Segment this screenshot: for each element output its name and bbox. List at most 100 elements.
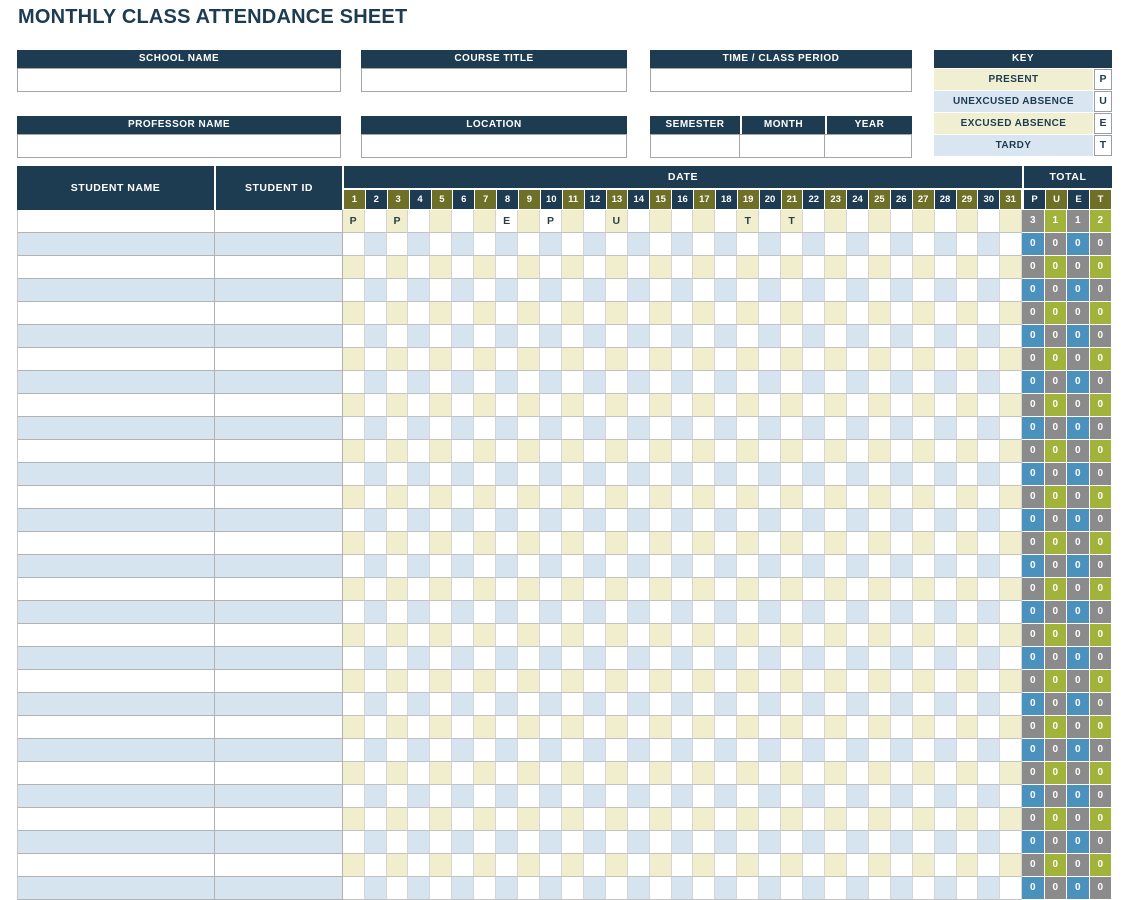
date-cell[interactable] — [956, 348, 979, 371]
date-cell[interactable] — [561, 739, 584, 762]
date-cell[interactable] — [912, 210, 935, 233]
date-cell[interactable] — [868, 785, 891, 808]
date-cell[interactable] — [364, 808, 387, 831]
date-cell[interactable] — [803, 256, 825, 279]
date-cell[interactable] — [627, 509, 650, 532]
date-cell[interactable] — [759, 624, 782, 647]
date-cell[interactable] — [342, 739, 365, 762]
date-cell[interactable] — [342, 371, 365, 394]
date-cell[interactable] — [1000, 578, 1023, 601]
date-cell[interactable] — [518, 578, 541, 601]
date-cell[interactable] — [715, 739, 738, 762]
date-cell[interactable]: P — [342, 210, 365, 233]
date-cell[interactable] — [342, 785, 365, 808]
date-cell[interactable] — [627, 762, 650, 785]
date-cell[interactable] — [671, 463, 694, 486]
date-cell[interactable] — [342, 325, 365, 348]
date-cell[interactable] — [1000, 302, 1023, 325]
date-cell[interactable] — [846, 670, 869, 693]
date-cell[interactable] — [649, 348, 672, 371]
student-id-cell[interactable] — [214, 693, 343, 716]
date-cell[interactable] — [671, 670, 694, 693]
date-cell[interactable] — [474, 647, 497, 670]
date-cell[interactable] — [693, 808, 716, 831]
date-cell[interactable] — [934, 877, 957, 900]
date-cell[interactable] — [934, 831, 957, 854]
date-cell[interactable] — [430, 739, 453, 762]
date-cell[interactable] — [759, 417, 782, 440]
date-cell[interactable] — [803, 486, 825, 509]
date-cell[interactable] — [430, 624, 453, 647]
date-cell[interactable] — [868, 210, 891, 233]
date-cell[interactable] — [474, 624, 497, 647]
date-cell[interactable] — [649, 670, 672, 693]
date-cell[interactable] — [846, 371, 869, 394]
date-cell[interactable] — [1000, 739, 1023, 762]
date-cell[interactable] — [1000, 509, 1023, 532]
date-cell[interactable] — [430, 417, 453, 440]
date-cell[interactable] — [693, 233, 716, 256]
date-cell[interactable] — [890, 601, 913, 624]
date-cell[interactable] — [386, 693, 409, 716]
date-cell[interactable] — [825, 210, 847, 233]
date-cell[interactable] — [342, 578, 365, 601]
date-cell[interactable] — [759, 716, 782, 739]
date-cell[interactable] — [671, 509, 694, 532]
date-cell[interactable] — [868, 417, 891, 440]
date-cell[interactable] — [715, 233, 738, 256]
date-cell[interactable] — [693, 578, 716, 601]
date-cell[interactable] — [649, 716, 672, 739]
date-cell[interactable] — [715, 555, 738, 578]
date-cell[interactable] — [671, 279, 694, 302]
date-cell[interactable] — [1000, 440, 1023, 463]
date-cell[interactable] — [934, 486, 957, 509]
date-cell[interactable] — [342, 808, 365, 831]
date-cell[interactable] — [518, 831, 541, 854]
date-cell[interactable] — [540, 302, 562, 325]
date-cell[interactable] — [715, 440, 738, 463]
date-cell[interactable] — [605, 785, 628, 808]
student-id-cell[interactable] — [214, 555, 343, 578]
date-cell[interactable] — [956, 785, 979, 808]
date-cell[interactable] — [781, 440, 804, 463]
date-cell[interactable] — [474, 854, 497, 877]
date-cell[interactable] — [518, 440, 541, 463]
date-cell[interactable] — [671, 831, 694, 854]
student-name-cell[interactable] — [18, 210, 215, 233]
date-cell[interactable] — [583, 371, 606, 394]
date-cell[interactable] — [781, 601, 804, 624]
date-cell[interactable] — [540, 279, 562, 302]
date-cell[interactable] — [781, 808, 804, 831]
date-cell[interactable] — [846, 762, 869, 785]
student-id-cell[interactable] — [214, 371, 343, 394]
date-cell[interactable] — [934, 325, 957, 348]
date-cell[interactable] — [583, 739, 606, 762]
date-cell[interactable] — [693, 509, 716, 532]
date-cell[interactable] — [868, 877, 891, 900]
date-cell[interactable] — [561, 486, 584, 509]
date-cell[interactable] — [671, 394, 694, 417]
date-cell[interactable] — [605, 762, 628, 785]
student-id-cell[interactable] — [214, 279, 343, 302]
date-cell[interactable] — [627, 854, 650, 877]
date-cell[interactable] — [583, 624, 606, 647]
date-cell[interactable] — [364, 601, 387, 624]
date-cell[interactable] — [978, 509, 1001, 532]
date-cell[interactable] — [759, 233, 782, 256]
date-cell[interactable] — [846, 578, 869, 601]
date-cell[interactable] — [671, 578, 694, 601]
date-cell[interactable] — [868, 440, 891, 463]
date-cell[interactable] — [912, 831, 935, 854]
date-cell[interactable] — [978, 831, 1001, 854]
date-cell[interactable] — [518, 854, 541, 877]
date-cell[interactable] — [386, 670, 409, 693]
date-cell[interactable] — [408, 693, 431, 716]
date-cell[interactable] — [1000, 532, 1023, 555]
date-cell[interactable] — [386, 532, 409, 555]
date-cell[interactable] — [846, 325, 869, 348]
student-name-cell[interactable] — [18, 555, 215, 578]
date-cell[interactable] — [759, 394, 782, 417]
date-cell[interactable] — [583, 325, 606, 348]
date-cell[interactable] — [627, 831, 650, 854]
date-cell[interactable] — [561, 762, 584, 785]
